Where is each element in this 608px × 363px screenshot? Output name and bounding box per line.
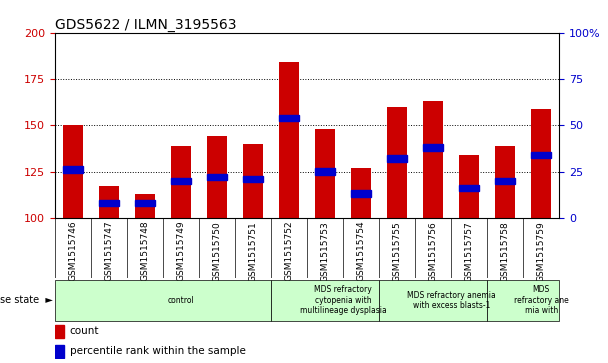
Text: GDS5622 / ILMN_3195563: GDS5622 / ILMN_3195563	[55, 18, 237, 32]
Text: GSM1515757: GSM1515757	[465, 221, 474, 282]
Bar	[423, 144, 443, 151]
Text: percentile rank within the sample: percentile rank within the sample	[70, 346, 246, 356]
Text: GSM1515746: GSM1515746	[68, 221, 77, 281]
Bar	[531, 109, 551, 218]
Text: GSM1515750: GSM1515750	[212, 221, 221, 282]
Bar	[207, 136, 227, 218]
Bar	[423, 101, 443, 218]
Bar	[351, 168, 371, 218]
Bar	[459, 155, 479, 218]
Bar	[531, 152, 551, 158]
Bar	[279, 62, 299, 218]
Bar	[496, 146, 515, 218]
Bar	[315, 168, 335, 175]
Text: GSM1515751: GSM1515751	[249, 221, 257, 282]
Bar	[243, 144, 263, 218]
Bar	[315, 129, 335, 218]
Text: GSM1515759: GSM1515759	[537, 221, 546, 282]
Bar	[207, 174, 227, 180]
Bar	[135, 194, 155, 218]
Text: count: count	[70, 326, 99, 336]
Text: GSM1515753: GSM1515753	[320, 221, 330, 282]
Bar	[135, 200, 155, 206]
Bar	[99, 200, 119, 206]
Bar	[243, 176, 263, 182]
Bar	[171, 146, 191, 218]
Bar	[379, 280, 487, 321]
Text: GSM1515749: GSM1515749	[176, 221, 185, 281]
Bar	[459, 185, 479, 191]
Bar	[63, 166, 83, 173]
Text: GSM1515758: GSM1515758	[501, 221, 510, 282]
Text: GSM1515752: GSM1515752	[285, 221, 294, 281]
Text: control: control	[168, 296, 194, 305]
Bar	[487, 280, 559, 321]
Bar	[171, 178, 191, 184]
Bar	[279, 115, 299, 121]
Text: MDS refractory anemia
with excess blasts-1: MDS refractory anemia with excess blasts…	[407, 291, 496, 310]
Bar	[351, 191, 371, 197]
Text: GSM1515754: GSM1515754	[357, 221, 365, 281]
Bar	[63, 125, 83, 218]
Bar	[496, 178, 515, 184]
Text: MDS refractory
cytopenia with
multilineage dysplasia: MDS refractory cytopenia with multilinea…	[300, 285, 387, 315]
Text: GSM1515748: GSM1515748	[140, 221, 150, 281]
Text: GSM1515756: GSM1515756	[429, 221, 438, 282]
Bar	[55, 280, 271, 321]
Bar	[55, 325, 64, 338]
Bar	[55, 345, 64, 358]
Bar	[99, 186, 119, 218]
Text: MDS
refractory ane
mia with: MDS refractory ane mia with	[514, 285, 568, 315]
Text: GSM1515747: GSM1515747	[105, 221, 113, 281]
Bar	[387, 155, 407, 162]
Text: disease state  ►: disease state ►	[0, 295, 53, 305]
Text: GSM1515755: GSM1515755	[393, 221, 402, 282]
Bar	[271, 280, 379, 321]
Bar	[387, 107, 407, 218]
